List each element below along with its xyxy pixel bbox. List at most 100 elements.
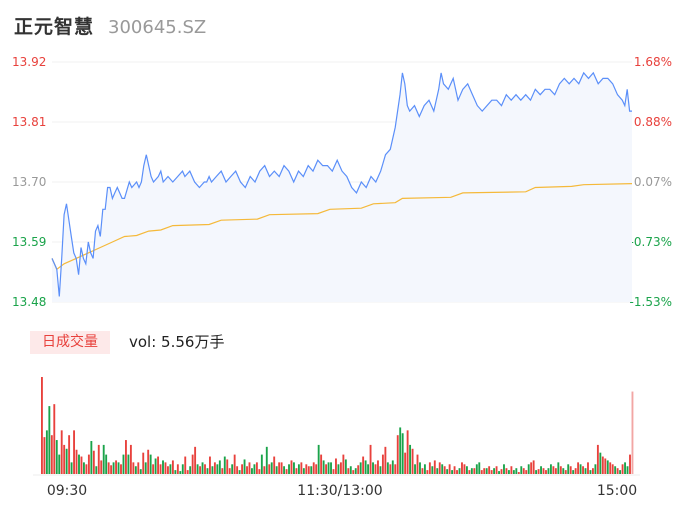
volume-bar: [433, 460, 436, 474]
volume-bar: [567, 464, 570, 474]
volume-bar: [238, 470, 241, 474]
volume-bar: [332, 469, 335, 474]
volume-bar: [584, 468, 587, 474]
volume-bar: [500, 469, 503, 474]
volume-bar: [275, 466, 278, 474]
volume-bar: [562, 468, 565, 474]
volume-bar: [43, 437, 46, 474]
volume-bar: [374, 464, 377, 474]
volume-bar: [107, 462, 110, 474]
volume-bar: [594, 464, 597, 474]
volume-tab[interactable]: 日成交量: [30, 331, 110, 354]
volume-bar: [344, 459, 347, 474]
volume-bar: [339, 462, 342, 474]
volume-bar: [525, 470, 528, 474]
volume-bar: [540, 466, 542, 474]
volume-bar: [162, 460, 164, 474]
volume-bar: [396, 435, 399, 474]
volume-bar: [335, 458, 337, 474]
volume-bar: [273, 456, 276, 474]
percent-axis-label: 0.88%: [634, 115, 672, 129]
volume-bar: [233, 454, 236, 474]
volume-bar: [290, 460, 293, 474]
volume-bar: [221, 468, 224, 474]
volume-bar: [404, 452, 407, 474]
volume-bar: [532, 460, 535, 474]
volume-bar: [549, 464, 552, 474]
volume-bar: [498, 471, 500, 474]
title-row: 正元智慧 300645.SZ: [14, 12, 206, 40]
price-axis-label: 13.92: [12, 55, 46, 69]
volume-bar: [414, 464, 416, 474]
volume-bar: [359, 462, 362, 474]
volume-bar: [391, 460, 394, 474]
price-axis-label: 13.59: [12, 235, 46, 249]
volume-bar: [278, 462, 281, 474]
volume-bar: [78, 454, 80, 474]
volume-bar: [614, 466, 617, 474]
percent-axis-label: 0.07%: [634, 175, 672, 189]
volume-bar: [41, 377, 43, 474]
volume-bar: [285, 469, 288, 474]
volume-bar: [337, 464, 340, 474]
volume-bar: [209, 456, 211, 474]
volume-bar: [97, 444, 100, 474]
volume-bar: [409, 444, 412, 474]
volume-bar: [50, 435, 53, 474]
volume-bar: [171, 460, 174, 474]
volume-bar: [253, 464, 256, 474]
volume-bar: [394, 464, 397, 474]
volume-bar: [574, 468, 577, 474]
volume-bar: [587, 462, 589, 474]
time-axis-label: 11:30/13:00: [297, 483, 382, 499]
volume-bar: [85, 464, 88, 474]
volume-bar: [419, 462, 421, 474]
volume-bar: [288, 464, 290, 474]
volume-bar: [453, 466, 456, 474]
volume-bar: [372, 462, 374, 474]
volume-bar: [105, 454, 108, 474]
volume-bar: [364, 460, 367, 474]
volume-bar: [226, 459, 229, 474]
volume-bar: [263, 466, 266, 474]
volume-bar: [619, 470, 622, 474]
volume-bar: [386, 462, 389, 474]
volume-bar: [416, 454, 419, 474]
volume-bar: [191, 454, 194, 474]
volume-bar: [243, 459, 246, 474]
volume-bar: [327, 462, 330, 474]
percent-axis-label: 1.68%: [634, 55, 672, 69]
volume-bar: [468, 470, 471, 474]
volume-bar: [325, 464, 328, 474]
volume-bar: [512, 470, 515, 474]
volume-bar: [147, 449, 150, 474]
volume-bar: [127, 454, 130, 474]
volume-bar: [45, 430, 48, 474]
volume-bar: [601, 456, 604, 474]
volume-bar: [589, 470, 592, 474]
volume-bar: [342, 454, 345, 474]
volume-bar: [154, 458, 157, 474]
percent-axis-label: -1.53%: [630, 295, 672, 309]
volume-bar: [152, 464, 155, 474]
volume-bar: [569, 466, 572, 474]
volume-bar: [293, 462, 295, 474]
volume-bar: [90, 441, 93, 474]
volume-bar: [592, 468, 594, 474]
volume-bar: [384, 446, 387, 474]
volume-bar: [194, 446, 197, 474]
volume-bar: [134, 466, 137, 474]
volume-bar: [629, 454, 631, 474]
volume-bar: [554, 468, 557, 474]
volume-bar: [95, 466, 98, 474]
volume-bar: [377, 460, 379, 474]
volume-bar: [268, 464, 271, 474]
volume-bar: [312, 462, 315, 474]
volume-bar: [354, 468, 357, 474]
volume-bar: [270, 462, 273, 474]
volume-bar: [117, 462, 120, 474]
volume-bar: [320, 454, 323, 474]
volume-bar: [305, 464, 308, 474]
volume-bar: [87, 454, 90, 474]
volume-bar: [300, 462, 303, 474]
